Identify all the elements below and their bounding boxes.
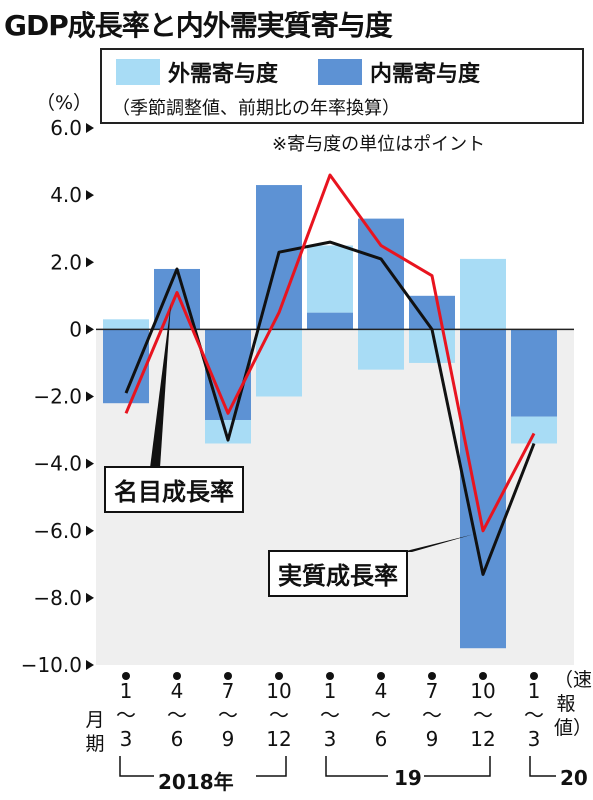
y-tick-label: 4.0 [50, 183, 82, 207]
x-tick-label: 10 〜 12 [266, 679, 291, 751]
external-bar [256, 329, 302, 397]
y-tick-label: 2.0 [50, 250, 82, 274]
real-callout-pointer [402, 534, 473, 552]
x-tick-dot [377, 672, 385, 680]
footnote: ※寄与度の単位はポイント [272, 134, 486, 155]
x-tick-dot [479, 672, 487, 680]
legend-domestic-label: 内需寄与度 [370, 62, 481, 87]
y-tick-label: 0 [69, 317, 82, 341]
y-tick-label: −10.0 [21, 653, 82, 677]
x-tick-dot [275, 672, 283, 680]
year-bracket-2020 [529, 756, 556, 777]
external-bar [511, 416, 557, 444]
nominal-callout-pointer [150, 302, 171, 468]
legend-row: 外需寄与度 内需寄与度 [116, 56, 480, 88]
y-tick-marker [86, 324, 94, 335]
external-bar [358, 329, 404, 370]
domestic-bar [511, 329, 557, 417]
y-tick-marker [86, 391, 94, 402]
x-tick-label: 1 〜 3 [320, 679, 340, 751]
nominal-growth-line [124, 173, 536, 533]
external-bar [460, 258, 506, 330]
domestic-bar [358, 218, 404, 330]
y-tick-marker [86, 525, 94, 536]
x-tick-dot [530, 672, 538, 680]
x-tick-dot [224, 672, 232, 680]
y-tick-marker [86, 123, 94, 133]
x-tick-dot [122, 672, 130, 680]
year-bracket-2019 [325, 756, 491, 777]
year-bracket-2018 [119, 756, 287, 777]
x-tick-label: 4 〜 6 [371, 679, 391, 751]
domestic-bar [409, 295, 455, 330]
real-callout: 実質成長率 [268, 550, 408, 597]
external-swatch [116, 59, 160, 85]
x-tick-label: 10 〜 12 [470, 679, 495, 751]
x-tick-label: 4 〜 6 [167, 679, 187, 751]
legend-external-label: 外需寄与度 [168, 62, 279, 87]
y-tick-marker [86, 660, 94, 670]
domestic-bar [460, 329, 506, 649]
y-axis-unit: （%） [36, 92, 93, 114]
month-unit-label: 月期 [85, 709, 105, 755]
year-label-2018: 2018年 [158, 770, 234, 794]
x-tick-label: 7 〜 9 [218, 679, 238, 751]
y-tick-label: 6.0 [50, 116, 82, 140]
chart-title: GDP成長率と内外需実質寄与度 [4, 9, 393, 42]
x-tick-label: 7 〜 9 [422, 679, 442, 751]
external-bar [103, 319, 149, 330]
y-tick-marker [86, 592, 94, 603]
x-tick-dot [326, 672, 334, 680]
external-bar [307, 245, 353, 313]
preliminary-label: （速報値） [554, 669, 593, 739]
y-tick-marker [86, 458, 94, 469]
external-bar [205, 419, 251, 444]
year-label-2020: 20 [560, 766, 588, 790]
x-tick-dot [173, 672, 181, 680]
y-tick-label: −4.0 [33, 452, 82, 476]
y-tick-marker [86, 257, 94, 268]
x-tick-label: 1 〜 3 [524, 679, 544, 751]
y-tick-marker [86, 190, 94, 201]
year-label-2019: 19 [394, 766, 422, 790]
real-growth-line [124, 240, 536, 576]
legend-note: （季節調整値、前期比の年率換算） [112, 98, 400, 119]
y-tick-label: −6.0 [33, 519, 82, 543]
y-tick-label: −2.0 [33, 385, 82, 409]
domestic-swatch [318, 59, 363, 85]
x-tick-dot [428, 672, 436, 680]
domestic-bar [307, 312, 353, 330]
legend: 外需寄与度 内需寄与度 （季節調整値、前期比の年率換算） [100, 48, 584, 124]
nominal-callout: 名目成長率 [104, 466, 244, 513]
y-tick-label: −8.0 [33, 586, 82, 610]
x-tick-label: 1 〜 3 [116, 679, 136, 751]
